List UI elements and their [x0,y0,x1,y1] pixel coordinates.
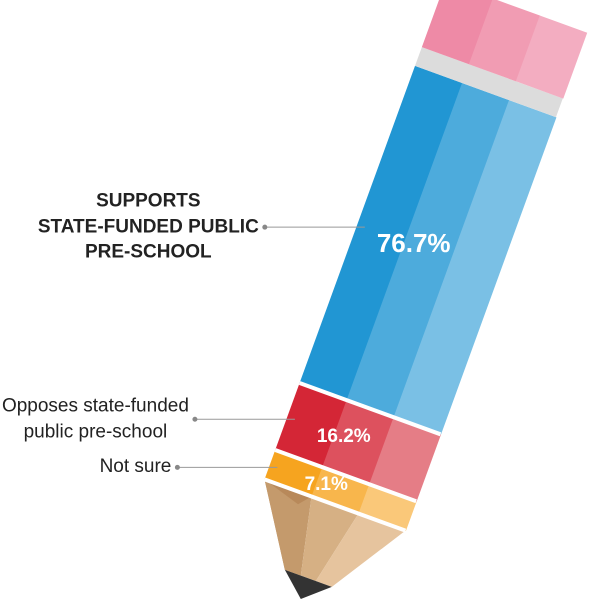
value-label: 7.1% [305,474,348,495]
value-label: 76.7% [377,228,451,258]
leader-dot [262,224,268,230]
wood-right [315,513,406,587]
segment-stripe [311,467,370,514]
leader-dot [192,416,198,422]
segment-stripe [275,383,348,468]
segment [274,383,442,504]
category-label: Opposes state-funded public pre-school [1,395,189,443]
segment-stripe [299,65,463,401]
graphite [284,569,332,599]
segment-gap [274,448,417,504]
segment [263,449,417,533]
segment-stripe [322,400,395,485]
segment-gap [263,477,407,533]
segment-stripe [358,484,417,531]
segment-stripe [264,449,323,497]
eraser [421,0,494,65]
segment-stripe [369,417,442,502]
category-label: Not sure [99,456,172,478]
value-label: 16.2% [317,426,371,447]
eraser [468,0,541,82]
wood-mid [300,496,359,582]
segment-gap [298,381,442,437]
eraser [515,15,588,99]
segment-stripe [393,100,557,435]
pencil [263,0,588,599]
ferrule [415,47,563,118]
category-label: SUPPORTS STATE-FUNDED PUBLIC PRE-SCHOOL [37,190,259,263]
leader-dot [174,464,180,470]
wood-left [264,479,312,576]
segment-stripe [346,82,510,418]
segment [298,65,557,437]
